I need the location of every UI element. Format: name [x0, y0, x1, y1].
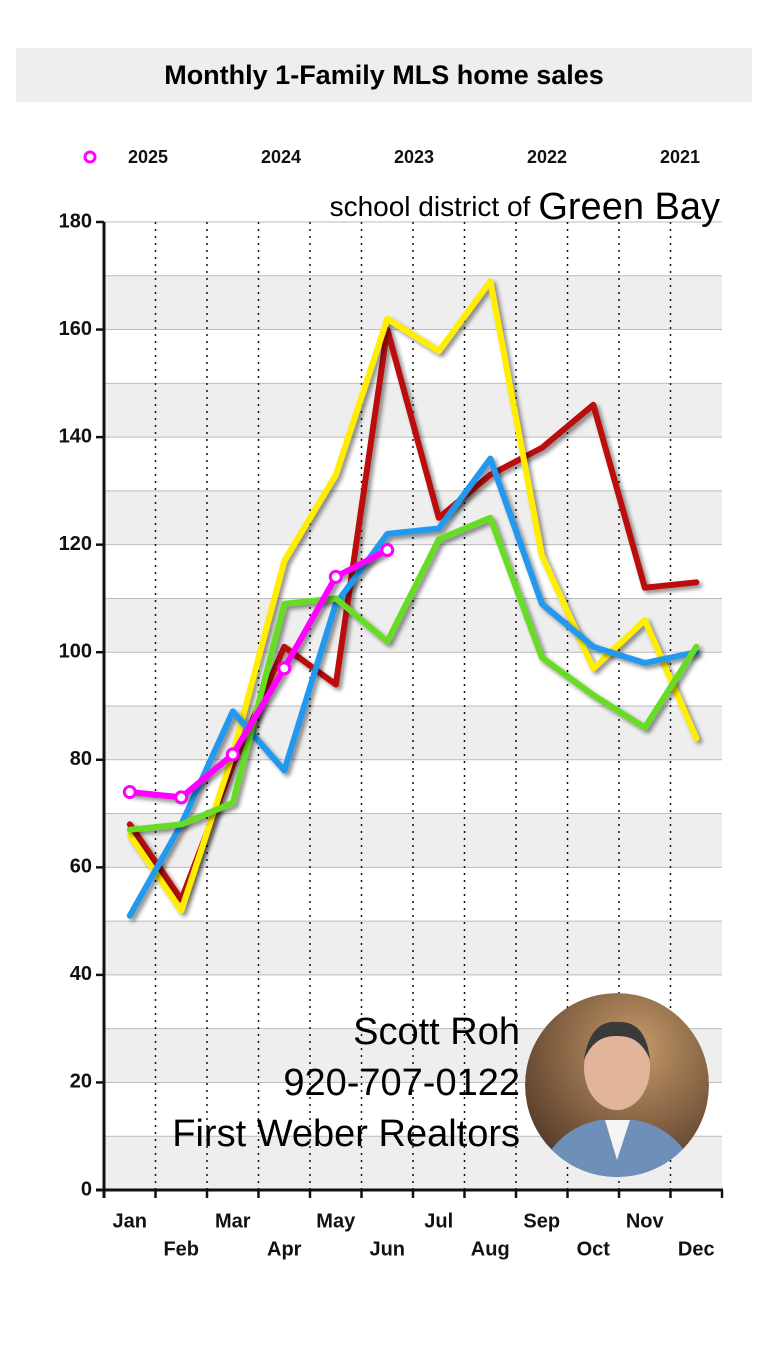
x-tick-label: Apr — [267, 1238, 302, 1260]
y-tick-label: 20 — [70, 1071, 92, 1093]
y-tick-label: 160 — [59, 318, 92, 340]
legend-marker — [83, 150, 97, 164]
data-point — [174, 790, 189, 805]
subtitle-prefix: school district of — [330, 191, 531, 222]
x-tick-label: Sep — [523, 1210, 560, 1232]
grid-band — [104, 598, 722, 653]
agent-photo — [525, 993, 709, 1177]
legend-label: 2025 — [128, 147, 168, 167]
data-point — [225, 747, 240, 762]
y-tick-label: 0 — [81, 1178, 92, 1200]
x-tick-label: Dec — [678, 1238, 715, 1260]
series-line — [126, 547, 391, 801]
x-tick-label: Aug — [471, 1238, 510, 1260]
data-point — [277, 661, 292, 676]
data-point — [380, 543, 395, 558]
y-tick-label: 100 — [59, 641, 92, 663]
x-tick-label: Jul — [424, 1210, 453, 1232]
y-tick-label: 120 — [59, 533, 92, 555]
y-tick-label: 40 — [70, 963, 92, 985]
series-line — [126, 514, 700, 833]
x-tick-label: May — [316, 1210, 356, 1232]
subtitle: school district of Green Bay — [330, 186, 720, 228]
series-line — [126, 278, 700, 914]
subtitle-place: Green Bay — [538, 186, 720, 228]
chart-title: Monthly 1-Family MLS home sales — [164, 60, 604, 90]
data-point — [328, 569, 343, 584]
x-tick-label: Nov — [626, 1210, 665, 1232]
y-tick-label: 180 — [59, 210, 92, 232]
grid-band — [104, 706, 722, 760]
x-tick-label: Oct — [577, 1238, 611, 1260]
x-tick-label: Jan — [113, 1210, 147, 1232]
data-point — [122, 785, 137, 800]
x-tick-label: Feb — [163, 1238, 199, 1260]
x-tick-label: Mar — [215, 1210, 251, 1232]
legend-label: 2024 — [261, 147, 301, 167]
y-tick-label: 140 — [59, 425, 92, 447]
legend-label: 2023 — [394, 147, 434, 167]
x-tick-label: Jun — [369, 1238, 405, 1260]
legend-label: 2021 — [660, 147, 700, 167]
contact-name: Scott Roh — [353, 1011, 520, 1053]
y-tick-label: 60 — [70, 856, 92, 878]
title-box — [16, 48, 752, 102]
contact-company: First Weber Realtors — [172, 1113, 520, 1155]
legend-label: 2022 — [527, 147, 567, 167]
contact-phone: 920-707-0122 — [283, 1062, 520, 1104]
y-tick-label: 80 — [70, 748, 92, 770]
series-line — [126, 455, 700, 919]
